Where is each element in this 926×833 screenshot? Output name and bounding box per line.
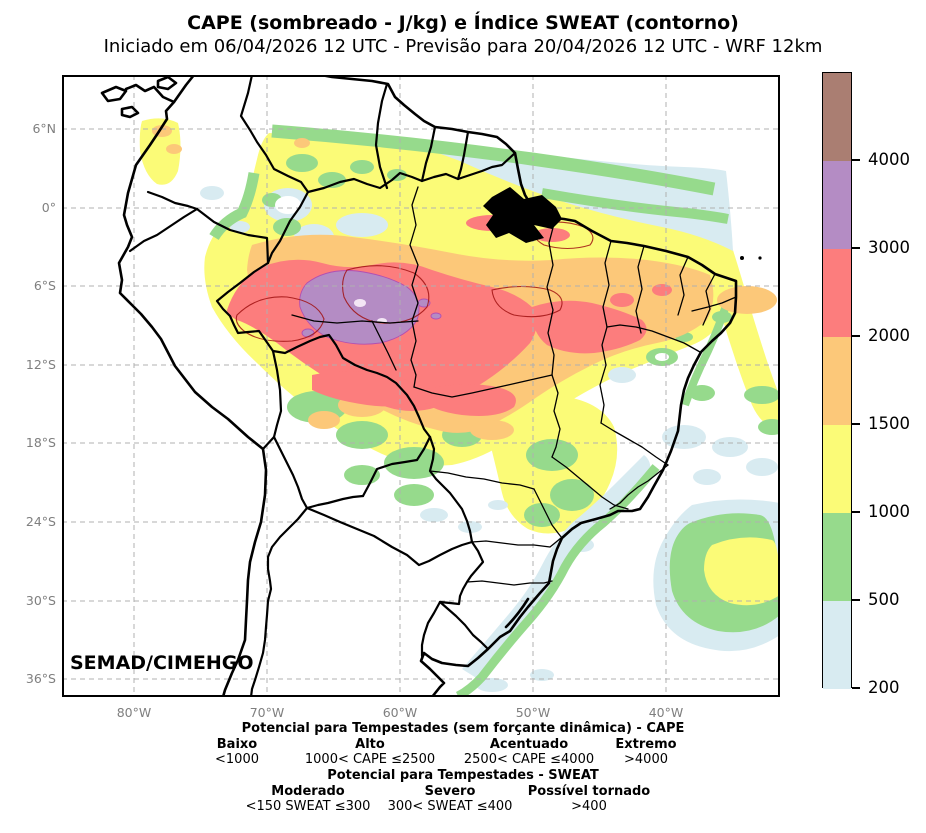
colorbar-tick	[852, 599, 860, 601]
colorbar-tick-label: 1500	[868, 414, 910, 433]
colorbar-tick	[852, 511, 860, 513]
y-tick-label: 12°S	[25, 357, 56, 372]
legend-sweat-class-label: Moderado	[271, 784, 345, 799]
map-panel	[62, 75, 780, 697]
y-tick-label: 6°S	[33, 278, 56, 293]
colorbar-segment	[823, 249, 851, 337]
legend-cape-class-label: Alto	[355, 737, 385, 752]
legend-sweat-class-range: 300< SWEAT ≤400	[387, 799, 513, 814]
amazon-delta-landmass	[483, 187, 562, 243]
legend-cape-class-range: 1000< CAPE ≤2500	[304, 752, 436, 767]
legend-sweat-class-range: >400	[571, 799, 607, 814]
colorbar-segment	[823, 425, 851, 513]
colorbar	[822, 72, 852, 689]
legend-cape-header: Potencial para Tempestades (sem forçante…	[241, 721, 685, 736]
chart-subtitle: Iniciado em 06/04/2026 12 UTC - Previsão…	[103, 36, 823, 57]
legend-cape-class-range: 2500< CAPE ≤4000	[463, 752, 595, 767]
colorbar-tick-label: 4000	[868, 150, 910, 169]
colorbar-segment	[823, 601, 851, 689]
legend-sweat-class-label: Possível tornado	[527, 784, 651, 799]
colorbar-tick	[852, 159, 860, 161]
legend-cape-class-range: <1000	[215, 752, 259, 767]
coastline	[100, 75, 738, 697]
colorbar-tick-label: 1000	[868, 502, 910, 521]
legend-cape-class-label: Acentuado	[489, 737, 569, 752]
y-tick-label: 18°S	[25, 435, 56, 450]
x-tick-label: 80°W	[116, 705, 152, 720]
legend-sweat-header: Potencial para Tempestades - SWEAT	[327, 768, 599, 783]
state-borders	[291, 186, 737, 586]
x-tick-label: 50°W	[515, 705, 551, 720]
x-tick-label: 40°W	[648, 705, 684, 720]
x-tick-label: 60°W	[382, 705, 418, 720]
colorbar-tick	[852, 335, 860, 337]
colorbar-tick-label: 500	[868, 590, 900, 609]
sweat-contour-layer	[235, 221, 594, 342]
watermark-label: SEMAD/CIMEHGO	[70, 652, 254, 674]
y-tick-label: 30°S	[25, 593, 56, 608]
colorbar-segment	[823, 161, 851, 249]
y-tick-label: 36°S	[25, 671, 56, 686]
colorbar-tick	[852, 247, 860, 249]
cape-fill-layer	[139, 118, 780, 697]
y-tick-label: 6°N	[32, 121, 56, 136]
colorbar-tick	[852, 687, 860, 689]
colorbar-tick	[852, 423, 860, 425]
y-tick-label: 0°	[41, 200, 56, 215]
legend-cape-class-label: Baixo	[216, 737, 258, 752]
x-tick-label: 70°W	[249, 705, 285, 720]
legend-cape-class-label: Extremo	[615, 737, 677, 752]
country-borders	[128, 75, 517, 697]
y-tick-label: 24°S	[25, 514, 56, 529]
colorbar-tick-label: 200	[868, 678, 900, 697]
legend-sweat-class-range: <150 SWEAT ≤300	[245, 799, 371, 814]
map-frame-border	[62, 75, 780, 697]
chart-title: CAPE (sombreado - J/kg) e Índice SWEAT (…	[187, 12, 739, 34]
legend-cape-class-range: >4000	[624, 752, 668, 767]
offshore-islands	[740, 256, 762, 260]
colorbar-segment	[823, 513, 851, 601]
colorbar-tick-label: 2000	[868, 326, 910, 345]
colorbar-segment	[823, 337, 851, 425]
colorbar-tick-label: 3000	[868, 238, 910, 257]
legend-sweat-class-label: Severo	[424, 784, 476, 799]
colorbar-segment	[823, 73, 851, 161]
